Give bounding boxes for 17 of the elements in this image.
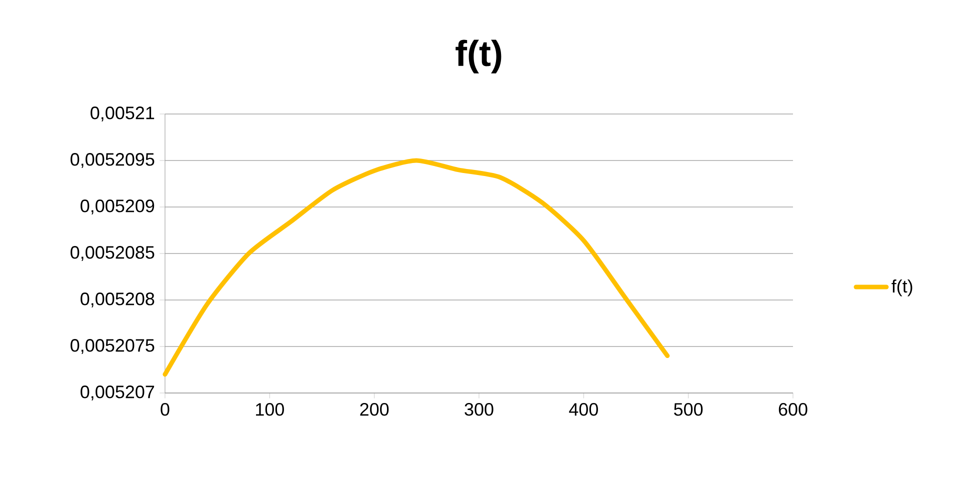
legend-label: f(t) — [892, 279, 912, 296]
y-tick-label: 0,00521 — [90, 106, 154, 122]
x-tick-label: 300 — [464, 403, 494, 416]
x-tick-label: 400 — [569, 403, 598, 416]
y-tick-label: 0,0052075 — [70, 339, 154, 354]
x-tick-label: 0 — [160, 403, 170, 416]
y-tick-label: 0,0052095 — [70, 153, 154, 168]
y-tick-label: 0,005207 — [80, 386, 154, 400]
x-tick-label: 500 — [674, 403, 703, 416]
y-tick-label: 0,0052085 — [70, 246, 154, 261]
line-series — [162, 158, 670, 377]
x-tick-label: 600 — [778, 403, 808, 416]
y-tick-label: 0,005209 — [80, 200, 154, 214]
x-tick-label: 100 — [256, 403, 284, 416]
y-tick-label: 0,005208 — [80, 292, 154, 308]
chart-title: f(t) — [456, 40, 502, 74]
x-tick-label: 200 — [360, 403, 389, 416]
